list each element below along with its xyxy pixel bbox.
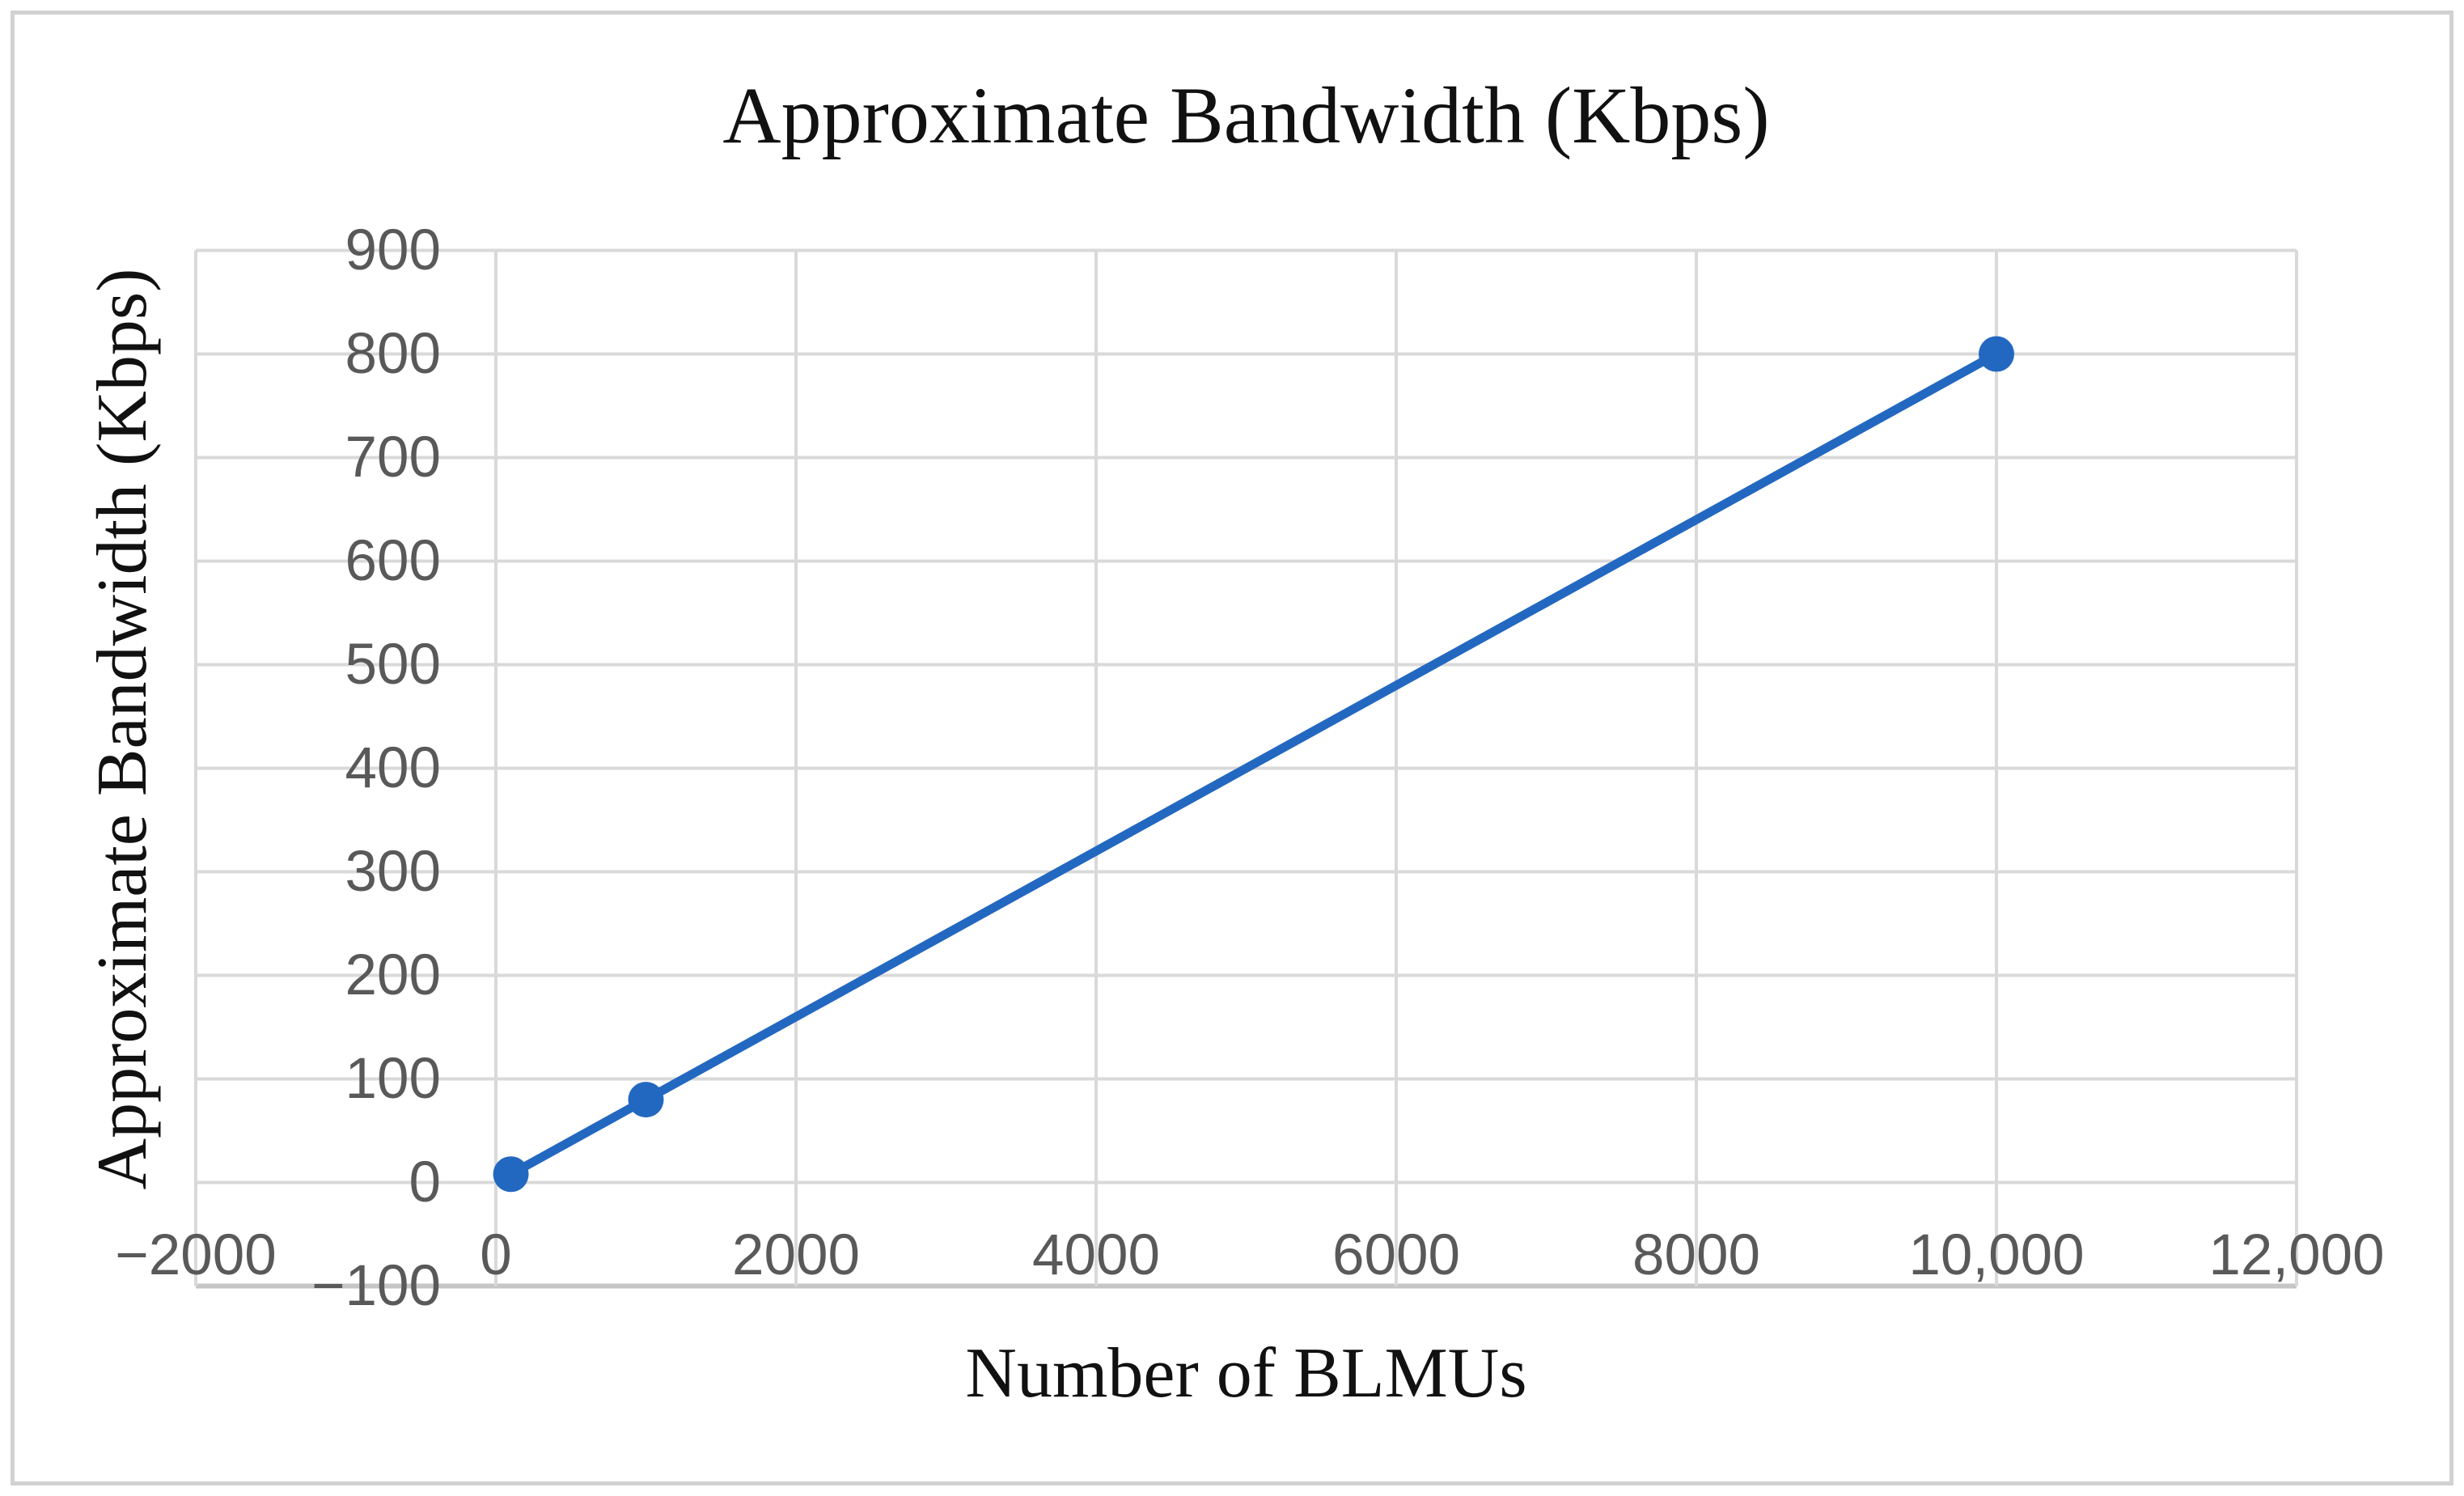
y-tick-label: 0 xyxy=(409,1150,442,1214)
x-tick-label: 0 xyxy=(480,1223,512,1287)
x-tick-label: 8000 xyxy=(1632,1223,1760,1287)
x-tick-label: 12,000 xyxy=(2208,1223,2385,1287)
data-point-marker xyxy=(628,1082,664,1118)
data-point-marker xyxy=(493,1156,529,1193)
y-tick-label: 900 xyxy=(345,218,441,282)
y-tick-label: −100 xyxy=(311,1253,441,1318)
y-tick-label: 500 xyxy=(345,632,441,697)
x-tick-label: 4000 xyxy=(1032,1223,1160,1287)
y-tick-label: 400 xyxy=(345,735,441,800)
data-series-line xyxy=(506,350,2001,1179)
x-tick-label: 10,000 xyxy=(1908,1223,2085,1287)
y-tick-label: 700 xyxy=(345,425,441,489)
x-tick-label: −2000 xyxy=(115,1223,277,1287)
chart-title: Approximate Bandwidth (Kbps) xyxy=(722,70,1770,160)
data-point-marker xyxy=(1979,336,2014,372)
x-tick-label: 6000 xyxy=(1332,1223,1460,1287)
y-tick-label: 800 xyxy=(345,321,441,386)
x-axis-title: Number of BLMUs xyxy=(965,1334,1527,1413)
y-tick-label: 100 xyxy=(345,1046,441,1111)
y-tick-label: 300 xyxy=(345,839,441,904)
x-tick-label: 2000 xyxy=(732,1223,860,1287)
y-tick-label: 200 xyxy=(345,943,441,1007)
y-tick-label: 600 xyxy=(345,528,441,593)
